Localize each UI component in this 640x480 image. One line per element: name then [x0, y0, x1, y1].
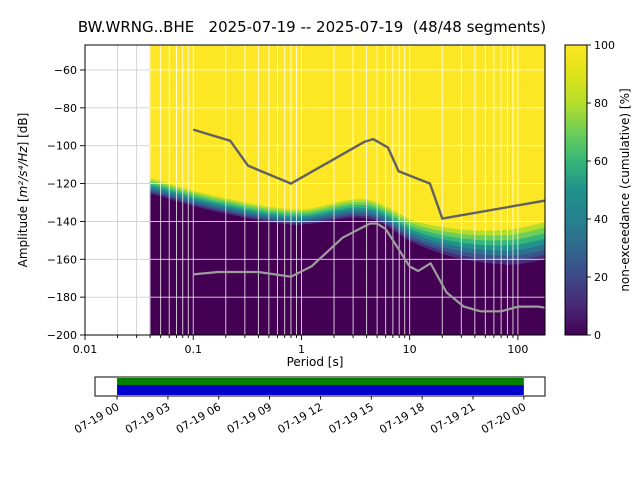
- timeline-tick-label: 07-19 06: [174, 400, 223, 436]
- x-tick-label: 1: [298, 343, 305, 356]
- y-axis-label-suffix: ] [dB]: [16, 113, 30, 147]
- y-axis-label: Amplitude [m²/s⁴/Hz] [dB]: [16, 113, 30, 268]
- x-tick-label: 100: [507, 343, 528, 356]
- timeline-coverage-blue: [117, 385, 524, 395]
- y-tick-label: −100: [47, 140, 77, 153]
- timeline: 07-19 00 07-19 03 07-19 06 07-19 09 07-19 12…: [72, 376, 546, 436]
- timeline-tick-label: 07-19 09: [225, 400, 274, 436]
- timeline-tick-label: 07-19 15: [326, 400, 375, 436]
- noise-model-curves: [192, 128, 545, 313]
- gridlines-white: [150, 45, 545, 335]
- heatmap-region-low: [149, 193, 546, 336]
- timeline-tick-label: 07-19 12: [276, 400, 325, 436]
- x-tick-label: 0.1: [184, 343, 202, 356]
- colorbar-gradient: [565, 45, 587, 335]
- x-axis-label: Period [s]: [287, 355, 344, 369]
- colorbar-tick-label: 40: [594, 213, 608, 226]
- timeline-tick-label: 07-19 00: [72, 400, 121, 436]
- y-tick-label: −120: [47, 178, 77, 191]
- y-tick-label: −160: [47, 253, 77, 266]
- plot-title: BW.WRNG..BHE 2025-07-19 -- 2025-07-19 (4…: [78, 18, 546, 36]
- nhnm-curve: [192, 128, 545, 220]
- colorbar-tick-label: 60: [594, 155, 608, 168]
- axes-frame: [84, 44, 546, 336]
- colorbar-tick-label: 100: [594, 39, 615, 52]
- nlnm-curve: [193, 222, 545, 313]
- tick-labels: 0.01 0.1 1 10 100 −200 −180 −160 −140 −120 −100 −80…: [47, 64, 529, 356]
- colorbar-tick-label: 80: [594, 97, 608, 110]
- timeline-coverage-green: [117, 378, 524, 385]
- y-tick-label: −180: [47, 291, 77, 304]
- colorbar-tick-label: 20: [594, 271, 608, 284]
- y-axis-label-units: m²/s⁴/Hz: [16, 146, 30, 198]
- y-axis-label-prefix: Amplitude [: [16, 197, 30, 267]
- y-tick-label: −80: [54, 102, 77, 115]
- y-tick-label: −60: [54, 64, 77, 77]
- y-tick-label: −200: [47, 329, 77, 342]
- timeline-tick-label: 07-19 21: [428, 400, 477, 436]
- colorbar-tick-label: 0: [594, 329, 601, 342]
- ppsd-heatmap: [149, 44, 546, 336]
- x-tick-label: 0.01: [73, 343, 98, 356]
- colorbar-frame: [564, 44, 588, 336]
- axis-ticks: [80, 69, 519, 340]
- timeline-tick-label: 07-19 18: [377, 400, 426, 436]
- plot-render-root: 0.01 0.1 1 10 100 −200 −180 −160 −140 −120 −100 −80…: [47, 39, 615, 436]
- y-tick-label: −140: [47, 215, 77, 228]
- colorbar-ticks: 0 20 40 60 80 100: [587, 39, 615, 342]
- colorbar-label: non-exceedance (cumulative) [%]: [618, 88, 632, 291]
- timeline-tick-label: 07-19 03: [123, 400, 172, 436]
- x-tick-label: 10: [403, 343, 417, 356]
- timeline-tick-label: 07-20 00: [479, 400, 528, 436]
